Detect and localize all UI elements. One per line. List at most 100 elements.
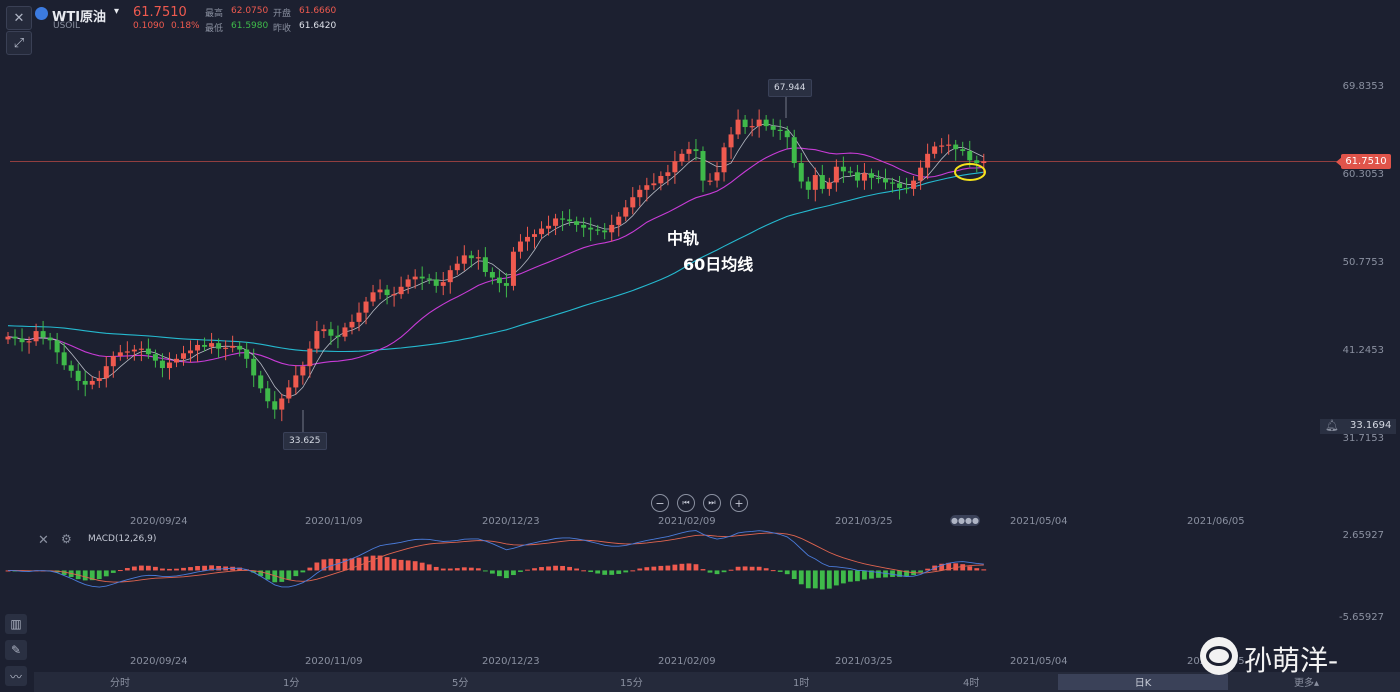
scroll-handle[interactable]: ●●●●: [950, 515, 980, 526]
candle-body: [756, 119, 762, 127]
timeframe-tab[interactable]: 更多▴: [1294, 678, 1320, 689]
macd-histogram-bar: [117, 570, 123, 572]
macd-histogram-bar: [96, 570, 102, 580]
candle-body: [145, 348, 151, 355]
symbol-logo-icon: [35, 7, 48, 20]
candle-body: [826, 182, 832, 189]
timeframe-tab[interactable]: 4时: [963, 678, 980, 689]
candlestick-chart[interactable]: [0, 0, 1400, 520]
macd-histogram-bar: [251, 570, 257, 573]
macd-date-tick-label: 2020/09/24: [130, 656, 188, 667]
candle-body: [707, 180, 713, 182]
close-icon: ✕: [13, 10, 25, 26]
candle-body: [777, 129, 783, 132]
close-chart-button[interactable]: ✕: [6, 6, 32, 30]
candle-body: [138, 348, 144, 350]
timeframe-tab[interactable]: 1时: [793, 678, 810, 689]
macd-histogram-bar: [103, 570, 109, 577]
macd-histogram-bar: [567, 566, 572, 571]
macd-histogram-bar: [174, 568, 179, 571]
macd-histogram-bar: [897, 570, 902, 577]
timeframe-tab[interactable]: 分时: [110, 678, 130, 689]
macd-histogram-bar: [833, 570, 839, 586]
candle-body: [384, 289, 390, 296]
macd-histogram-bar: [61, 570, 67, 575]
macd-histogram-bar: [679, 563, 685, 571]
macd-histogram-bar: [258, 570, 264, 577]
candle-body: [609, 224, 615, 233]
macd-histogram-bar: [756, 566, 762, 571]
candle-body: [679, 153, 685, 162]
macd-histogram-bar: [574, 568, 580, 571]
macd-histogram-bar: [826, 570, 832, 589]
scroll-back-button[interactable]: ⏮: [677, 494, 695, 512]
scroll-forward-button[interactable]: ⏭: [703, 494, 721, 512]
macd-date-tick-label: 2020/12/23: [482, 656, 540, 667]
candle-body: [159, 360, 165, 369]
macd-histogram-bar: [728, 569, 734, 571]
timeframe-tab[interactable]: 日K: [1058, 674, 1228, 690]
line-chart-tool-button[interactable]: 〰: [5, 666, 27, 686]
candle-body: [335, 335, 341, 337]
candle-body: [567, 219, 573, 222]
macd-histogram-bar: [286, 570, 292, 580]
candle-body: [223, 347, 229, 349]
settings-gear-icon[interactable]: ⚙︎: [61, 532, 72, 546]
candle-body: [300, 366, 306, 376]
candle-body: [19, 338, 25, 343]
line-chart-icon: 〰: [9, 669, 22, 684]
candle-body: [911, 180, 917, 189]
macd-histogram-bar: [279, 570, 285, 582]
macd-histogram-bar: [328, 558, 334, 571]
symbol-dropdown-icon[interactable]: ▾: [114, 6, 120, 17]
candle-body: [377, 289, 383, 293]
macd-histogram-bar: [848, 570, 853, 582]
date-tick-label: 2021/06/05: [1187, 516, 1245, 527]
macd-histogram-bar: [314, 562, 320, 571]
candle-body: [819, 175, 825, 189]
macd-histogram-bar: [307, 567, 313, 571]
price-change-pct: 0.18%: [171, 21, 200, 31]
candle-body: [953, 144, 959, 150]
macd-histogram-bar: [953, 563, 959, 571]
max-price-label: 67.944: [768, 79, 812, 97]
alert-price-row[interactable]: [1320, 419, 1396, 434]
price-change: 0.1090: [133, 21, 165, 31]
candle-body: [131, 349, 137, 352]
symbol-name[interactable]: WTI原油: [52, 10, 107, 25]
macd-chart[interactable]: [0, 528, 1400, 654]
macd-histogram-bar: [468, 567, 474, 571]
weibo-logo-icon: [1200, 637, 1238, 675]
remove-indicator-icon[interactable]: ✕: [38, 533, 49, 548]
candle-body: [5, 336, 11, 340]
candle-body: [195, 344, 201, 351]
timeframe-tab[interactable]: 1分: [283, 678, 300, 689]
expand-button[interactable]: ⤢: [6, 31, 32, 55]
candle-body: [117, 352, 123, 357]
macd-histogram-bar: [581, 570, 587, 572]
zoom-in-button[interactable]: +: [730, 494, 748, 512]
macd-histogram-bar: [5, 570, 11, 572]
macd-histogram-bar: [489, 570, 495, 574]
candle-body: [721, 147, 727, 173]
candle-body: [939, 145, 945, 147]
macd-histogram-bar: [504, 570, 509, 579]
macd-histogram-bar: [609, 570, 615, 575]
indicators-tool-button[interactable]: ▥: [5, 614, 27, 634]
zoom-out-button[interactable]: −: [651, 494, 669, 512]
candle-body: [188, 350, 194, 354]
timeframe-tab[interactable]: 5分: [452, 678, 469, 689]
macd-histogram-bar: [216, 565, 221, 571]
macd-histogram-bar: [925, 568, 931, 571]
candle-body: [574, 221, 580, 225]
timeframe-tab[interactable]: 15分: [620, 678, 643, 689]
macd-histogram-bar: [651, 566, 657, 571]
draw-tool-button[interactable]: ✎: [5, 640, 27, 660]
macd-histogram-bar: [672, 564, 678, 571]
candle-body: [868, 173, 874, 178]
bell-icon[interactable]: 🔔︎: [1325, 419, 1339, 432]
macd-histogram-bar: [855, 570, 860, 582]
macd-histogram-bar: [482, 570, 488, 572]
price-tick-label: 60.3053: [1342, 169, 1384, 180]
candle-body: [510, 251, 516, 286]
